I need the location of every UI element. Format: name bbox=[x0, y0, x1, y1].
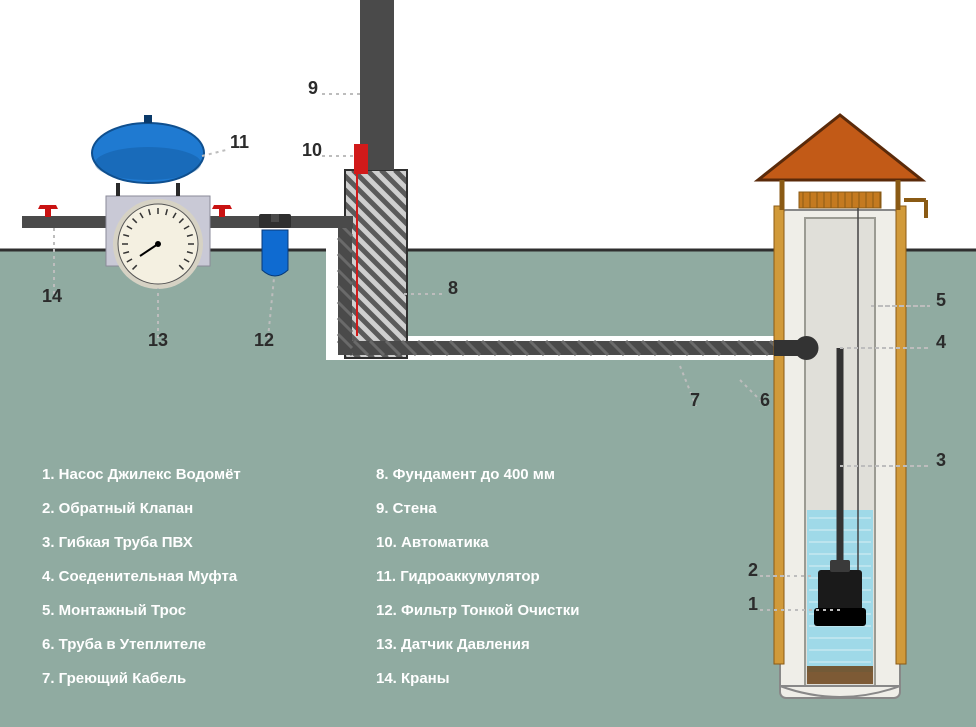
legend-column: 1. Насос Джилекс Водомёт2. Обратный Клап… bbox=[42, 458, 241, 696]
marker-1: 1 bbox=[748, 594, 758, 615]
legend-item: 12. Фильтр Тонкой Очистки bbox=[376, 594, 579, 628]
legend-item: 3. Гибкая Труба ПВХ bbox=[42, 526, 241, 560]
legend-item: 4. Соеденительная Муфта bbox=[42, 560, 241, 594]
diagram-canvas: 12345678910111213141. Насос Джилекс Водо… bbox=[0, 0, 976, 727]
legend-item: 7. Греющий Кабель bbox=[42, 662, 241, 696]
marker-6: 6 bbox=[760, 390, 770, 411]
legend-item: 13. Датчик Давления bbox=[376, 628, 579, 662]
marker-5: 5 bbox=[936, 290, 946, 311]
legend-item: 6. Труба в Утеплителе bbox=[42, 628, 241, 662]
marker-11: 11 bbox=[230, 132, 249, 153]
marker-12: 12 bbox=[254, 330, 274, 351]
legend-item: 11. Гидроаккумулятор bbox=[376, 560, 579, 594]
legend-item: 10. Автоматика bbox=[376, 526, 579, 560]
legend-item: 1. Насос Джилекс Водомёт bbox=[42, 458, 241, 492]
legend-item: 2. Обратный Клапан bbox=[42, 492, 241, 526]
marker-8: 8 bbox=[448, 278, 458, 299]
marker-13: 13 bbox=[148, 330, 168, 351]
marker-2: 2 bbox=[748, 560, 758, 581]
legend-column: 8. Фундамент до 400 мм9. Стена10. Автома… bbox=[376, 458, 579, 696]
legend-item: 14. Краны bbox=[376, 662, 579, 696]
marker-3: 3 bbox=[936, 450, 946, 471]
marker-14: 14 bbox=[42, 286, 62, 307]
marker-7: 7 bbox=[690, 390, 700, 411]
legend-item: 9. Стена bbox=[376, 492, 579, 526]
legend-item: 8. Фундамент до 400 мм bbox=[376, 458, 579, 492]
marker-9: 9 bbox=[308, 78, 318, 99]
marker-10: 10 bbox=[302, 140, 322, 161]
marker-4: 4 bbox=[936, 332, 946, 353]
legend-item: 5. Монтажный Трос bbox=[42, 594, 241, 628]
